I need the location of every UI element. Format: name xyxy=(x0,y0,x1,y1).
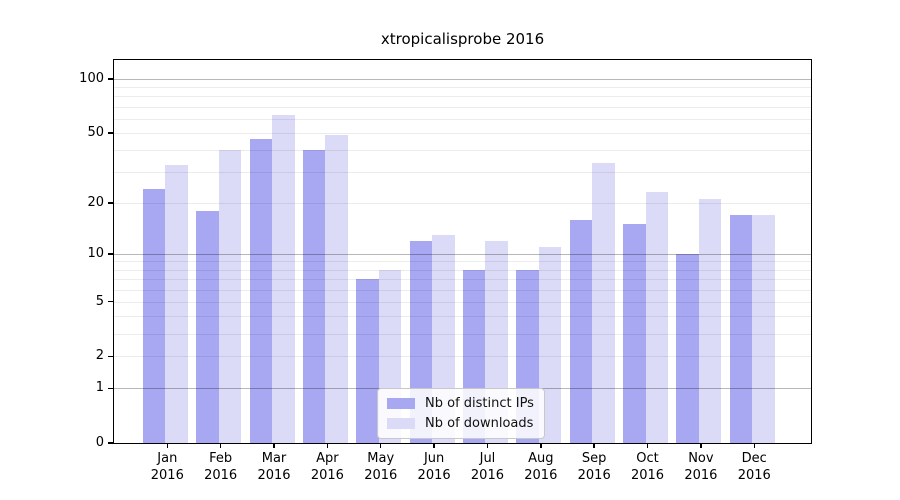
gridline-4 xyxy=(114,316,811,318)
xtick-label-nov: Nov 2016 xyxy=(684,451,718,483)
xtick-label-apr: Apr 2016 xyxy=(310,451,344,483)
xtick-label-feb: Feb 2016 xyxy=(204,451,238,483)
ytick-mark-50 xyxy=(108,132,113,134)
bar-downloads-oct xyxy=(645,192,669,443)
xtick-label-jul: Jul 2016 xyxy=(470,451,504,483)
xtick-label-may: May 2016 xyxy=(364,451,398,483)
ytick-label-2: 2 xyxy=(95,348,104,364)
xtick-mark-sep xyxy=(593,443,595,448)
bar-distinct-ips-may xyxy=(356,279,379,443)
gridline-5 xyxy=(114,301,811,303)
ytick-label-100: 100 xyxy=(79,71,104,86)
xtick-label-dec: Dec 2016 xyxy=(737,451,771,483)
gridline-100 xyxy=(114,79,811,81)
xtick-label-oct: Oct 2016 xyxy=(630,451,665,483)
xtick-mark-oct xyxy=(646,443,649,448)
ytick-mark-2 xyxy=(108,355,113,358)
gridline-30 xyxy=(114,172,811,174)
bar-downloads-sep xyxy=(592,162,615,443)
ytick-mark-20 xyxy=(108,202,113,204)
ytick-label-5: 5 xyxy=(95,293,104,309)
legend-swatch-distinct-ips xyxy=(387,398,415,409)
ytick-label-1: 1 xyxy=(95,380,104,396)
bar-downloads-feb xyxy=(218,150,242,443)
ytick-mark-1 xyxy=(108,387,113,390)
xtick-mark-jan xyxy=(166,443,169,448)
bar-downloads-apr xyxy=(325,134,348,443)
bar-downloads-mar xyxy=(272,115,295,443)
xtick-mark-nov xyxy=(700,443,702,448)
gridline-60 xyxy=(114,118,811,120)
gridline-2 xyxy=(114,356,811,358)
xtick-label-sep: Sep 2016 xyxy=(577,451,611,483)
legend: Nb of distinct IPs Nb of downloads xyxy=(377,388,545,439)
bar-distinct-ips-nov xyxy=(676,253,699,443)
legend-label-distinct-ips: Nb of distinct IPs xyxy=(425,396,534,411)
gridline-10 xyxy=(114,253,811,256)
gridline-70 xyxy=(114,106,811,108)
gridline-40 xyxy=(114,150,811,152)
legend-swatch-downloads xyxy=(387,418,415,429)
legend-entry-downloads: Nb of downloads xyxy=(387,416,534,431)
gridline-8 xyxy=(114,269,811,271)
xtick-mark-mar xyxy=(273,443,275,448)
xtick-mark-dec xyxy=(753,443,755,448)
ytick-label-50: 50 xyxy=(87,124,104,140)
chart-title: xtropicalisprobe 2016 xyxy=(380,30,545,48)
plot-area: Nb of distinct IPs Nb of downloads xyxy=(113,59,812,444)
xtick-label-mar: Mar 2016 xyxy=(257,451,291,483)
gridline-20 xyxy=(114,202,811,204)
ytick-label-20: 20 xyxy=(87,194,104,210)
xtick-label-jan: Jan 2016 xyxy=(150,451,184,483)
bar-downloads-dec xyxy=(752,215,775,443)
bar-distinct-ips-jan xyxy=(142,189,166,443)
xtick-mark-may xyxy=(379,443,382,448)
bar-distinct-ips-dec xyxy=(729,215,753,443)
legend-entry-distinct-ips: Nb of distinct IPs xyxy=(387,396,534,411)
bar-distinct-ips-mar xyxy=(249,139,273,443)
bar-downloads-jan xyxy=(165,164,188,443)
bar-distinct-ips-sep xyxy=(569,219,593,443)
ytick-mark-10 xyxy=(108,253,113,255)
gridline-80 xyxy=(114,96,811,98)
gridline-3 xyxy=(114,333,811,335)
xtick-mark-feb xyxy=(219,443,222,448)
gridline-50 xyxy=(114,132,811,134)
bar-downloads-nov xyxy=(698,199,722,443)
bar-distinct-ips-oct xyxy=(623,224,646,443)
ytick-label-0: 0 xyxy=(95,435,104,450)
xtick-label-aug: Aug 2016 xyxy=(524,451,558,483)
xtick-label-jun: Jun 2016 xyxy=(417,451,451,483)
ytick-mark-0 xyxy=(108,442,113,444)
bar-distinct-ips-feb xyxy=(196,210,219,443)
gridline-90 xyxy=(114,87,811,89)
xtick-mark-apr xyxy=(326,443,329,448)
ytick-label-10: 10 xyxy=(87,245,104,261)
bar-distinct-ips-apr xyxy=(302,150,326,443)
gridline-7 xyxy=(114,279,811,280)
xtick-mark-jul xyxy=(486,443,489,448)
xtick-mark-aug xyxy=(540,443,542,448)
legend-label-downloads: Nb of downloads xyxy=(425,416,534,431)
xtick-mark-jun xyxy=(433,443,435,448)
gridline-6 xyxy=(114,289,811,291)
ytick-mark-5 xyxy=(108,300,113,303)
ytick-mark-100 xyxy=(108,78,113,80)
gridline-9 xyxy=(114,261,811,263)
